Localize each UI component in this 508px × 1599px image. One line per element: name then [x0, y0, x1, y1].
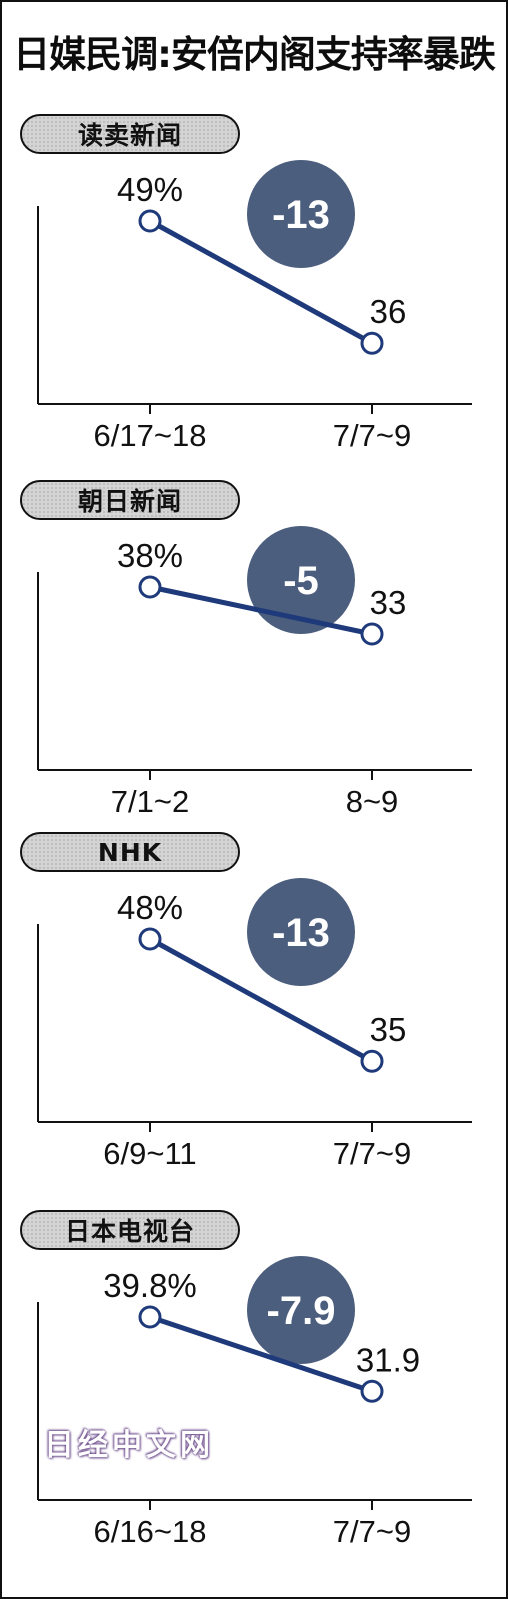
data-point	[138, 927, 162, 951]
line-chart: -5 38% 33 7/1~2 8~9	[37, 526, 472, 819]
x-tick-label: 6/16~18	[94, 1514, 207, 1549]
data-point	[360, 1379, 384, 1403]
x-tick-label: 6/9~11	[103, 1136, 196, 1171]
poll-panel-nhk: NHK -13 48% 35 6/9~11 7/7~9	[2, 832, 506, 1192]
change-label: -7.9	[267, 1289, 336, 1333]
change-label: -13	[272, 193, 330, 237]
data-label: 38%	[117, 537, 183, 574]
data-point	[360, 622, 384, 646]
data-label: 35	[370, 1011, 407, 1048]
source-label: 日本电视台	[20, 1210, 240, 1250]
poll-panel-ntv: 日本电视台 -7.9 39.8% 31.9 6/16~18 7/7~9	[2, 1210, 506, 1570]
data-point	[138, 1305, 162, 1329]
x-tick-label: 7/7~9	[333, 1136, 411, 1171]
series-line	[147, 1314, 375, 1394]
poll-panel-yomiuri: 读卖新闻 -13 49% 36 6/17~18 7/7~9	[2, 114, 506, 474]
x-tick-label: 7/7~9	[333, 418, 411, 453]
source-label: 读卖新闻	[20, 114, 240, 154]
data-label: 33	[370, 584, 407, 621]
line-chart: -13 49% 36 6/17~18 7/7~9	[37, 160, 472, 453]
x-tick-label: 7/7~9	[333, 1514, 411, 1549]
change-label: -5	[283, 559, 319, 603]
change-bubble	[247, 526, 355, 634]
data-label: 39.8%	[103, 1267, 197, 1304]
data-label: 49%	[117, 171, 183, 208]
data-point	[360, 331, 384, 355]
watermark-logo: 日经中文网	[44, 1428, 214, 1463]
line-chart: -13 48% 35 6/9~11 7/7~9	[37, 878, 472, 1171]
change-bubble	[247, 160, 355, 268]
change-bubble	[247, 1256, 355, 1364]
series-line	[147, 584, 375, 637]
series-line	[147, 936, 375, 1064]
change-bubble	[247, 878, 355, 986]
data-label: 31.9	[356, 1341, 420, 1378]
x-tick-label: 6/17~18	[94, 418, 207, 453]
series-line	[147, 218, 375, 346]
line-chart: -7.9 39.8% 31.9 6/16~18 7/7~9	[37, 1256, 472, 1549]
poll-panel-asahi: 朝日新闻 -5 38% 33 7/1~2 8~9	[2, 480, 506, 840]
data-label: 48%	[117, 889, 183, 926]
page-title: 日媒民调:安倍内阁支持率暴跌	[13, 33, 496, 76]
change-label: -13	[272, 911, 330, 955]
data-point	[138, 209, 162, 233]
source-label: 朝日新闻	[20, 480, 240, 520]
x-tick-label: 7/1~2	[111, 784, 189, 819]
data-label: 36	[370, 293, 407, 330]
data-point	[138, 575, 162, 599]
x-tick-label: 8~9	[346, 784, 399, 819]
data-point	[360, 1049, 384, 1073]
source-label: NHK	[20, 832, 240, 872]
